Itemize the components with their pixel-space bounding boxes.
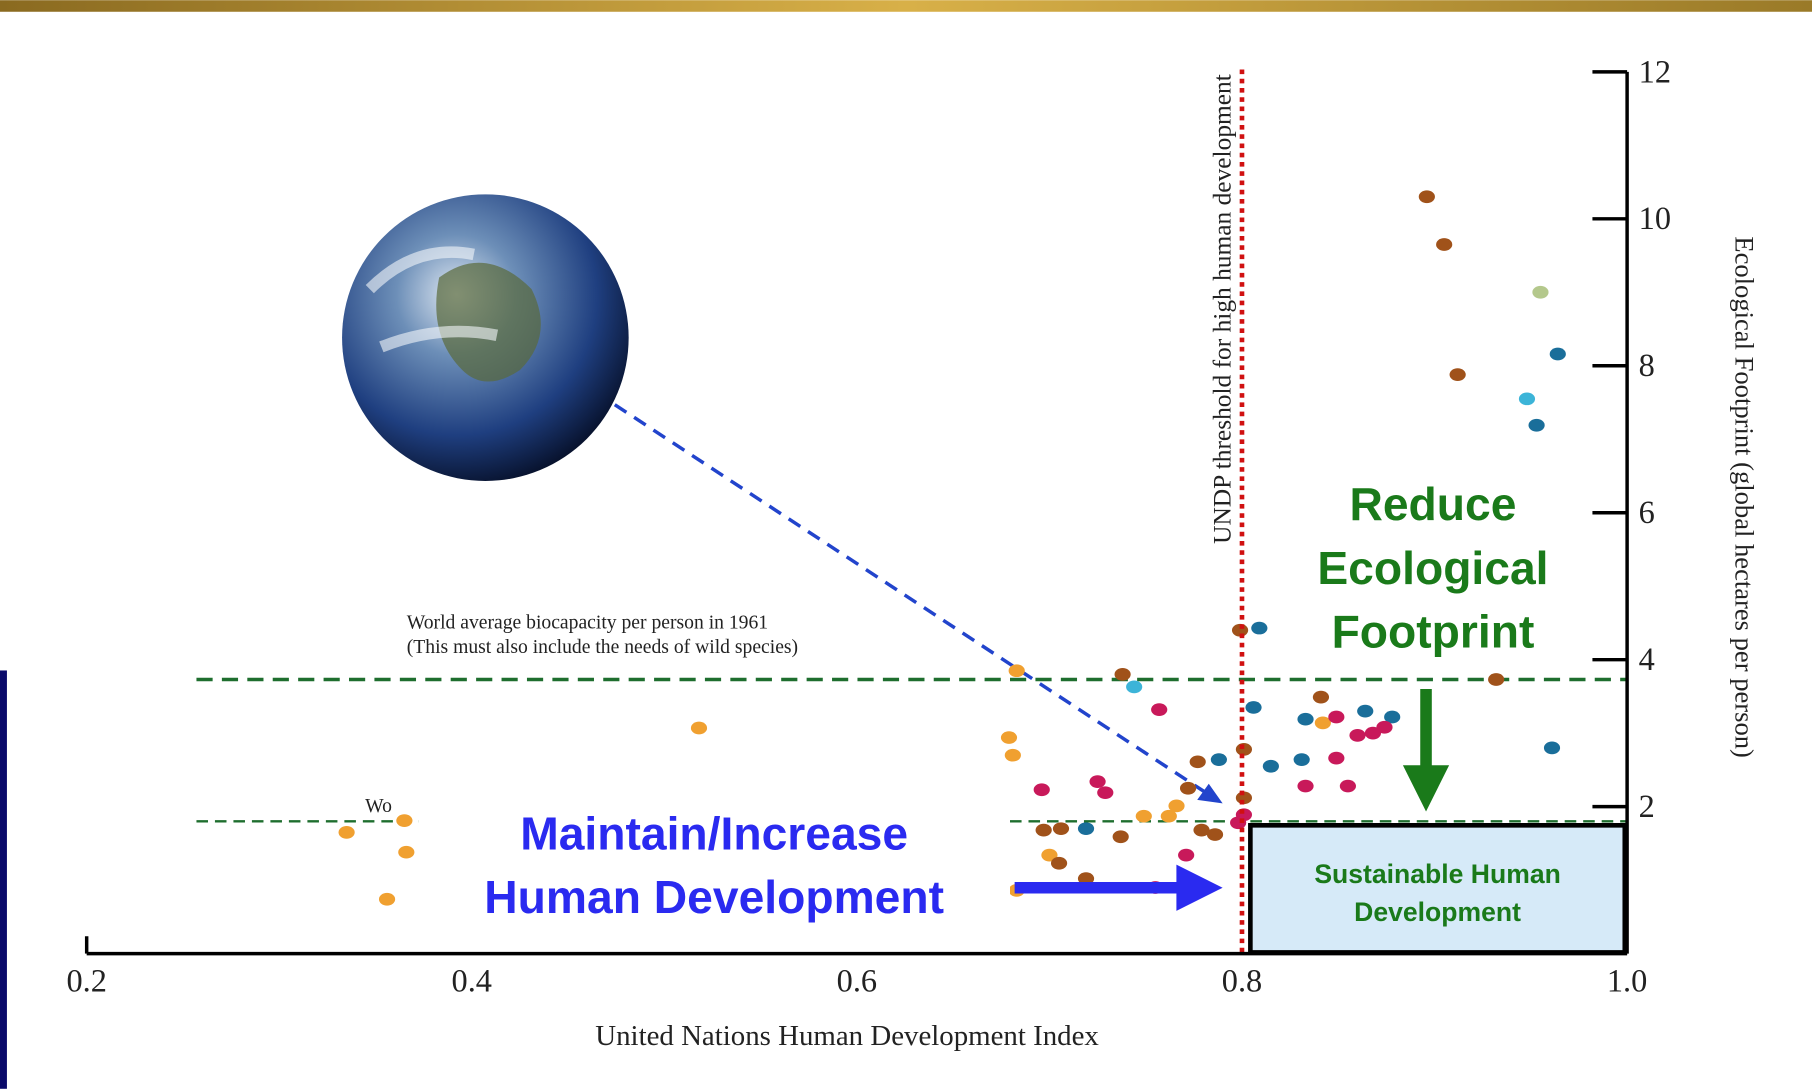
data-point — [690, 721, 708, 735]
data-point — [1033, 783, 1050, 797]
data-point — [1004, 748, 1021, 762]
reduce-arrowhead — [1402, 765, 1450, 812]
y-tick-label: 8 — [1639, 347, 1655, 383]
reduce-label: Reduce — [1349, 478, 1516, 530]
earth-arrowhead — [1197, 783, 1223, 804]
data-point — [1077, 872, 1095, 885]
x-tick-label: 0.8 — [1222, 963, 1262, 999]
data-point — [1160, 809, 1177, 823]
x-tick-label: 1.0 — [1607, 963, 1647, 999]
maintain-label: Human Development — [484, 871, 944, 923]
data-point — [1168, 799, 1185, 813]
reference-label: (This must also include the needs of wil… — [407, 636, 798, 658]
top-border — [0, 0, 1812, 12]
x-axis-title: United Nations Human Development Index — [595, 1020, 1099, 1052]
data-point — [398, 845, 415, 859]
data-point — [1418, 190, 1435, 204]
data-point — [1376, 720, 1393, 734]
left-border — [0, 670, 7, 1089]
data-point — [1097, 786, 1114, 800]
data-point — [1364, 726, 1382, 740]
data-point — [1436, 238, 1453, 251]
reference-label: Wo — [365, 795, 392, 817]
data-point — [378, 892, 396, 906]
data-point — [1179, 781, 1197, 795]
data-point — [1135, 809, 1152, 823]
y-tick-label: 10 — [1639, 200, 1671, 236]
data-point — [1126, 680, 1143, 694]
target-label: Development — [1354, 897, 1521, 927]
data-point — [1384, 710, 1401, 724]
reduce-label: Footprint — [1332, 605, 1535, 657]
earth-image — [342, 194, 629, 481]
target-label: Sustainable Human — [1314, 859, 1561, 889]
data-point — [1114, 668, 1131, 681]
data-point — [1193, 823, 1210, 837]
data-point — [1349, 729, 1366, 742]
data-point — [1532, 285, 1549, 299]
y-tick-label: 12 — [1639, 53, 1671, 89]
target-box — [1248, 823, 1628, 955]
data-point — [1041, 848, 1058, 862]
data-point — [1357, 704, 1374, 718]
data-point — [1449, 368, 1466, 381]
data-point — [1077, 822, 1095, 836]
data-point — [338, 825, 355, 839]
data-point — [1297, 779, 1314, 793]
data-point — [1528, 418, 1545, 432]
y-tick-label: 6 — [1639, 494, 1655, 530]
reduce-label: Ecological — [1317, 542, 1548, 594]
data-point — [396, 814, 413, 827]
data-point — [1189, 755, 1206, 769]
data-point — [1089, 775, 1106, 789]
reference-label: World average biocapacity per person in … — [407, 612, 768, 634]
data-point — [1052, 822, 1070, 836]
maintain-arrowhead — [1176, 864, 1223, 911]
y-tick-label: 2 — [1639, 788, 1655, 824]
data-point — [1328, 710, 1345, 724]
data-point — [1543, 741, 1561, 755]
data-point — [1488, 673, 1505, 686]
data-point — [1178, 848, 1195, 862]
data-point — [1518, 392, 1536, 406]
data-point — [1151, 703, 1168, 716]
label-background — [418, 776, 1011, 948]
x-tick-label: 0.4 — [452, 963, 492, 999]
data-point — [1312, 690, 1330, 704]
data-point — [1314, 716, 1331, 730]
data-point — [1245, 701, 1262, 714]
data-point — [1050, 856, 1068, 870]
threshold-label: UNDP threshold for high human developmen… — [1208, 74, 1236, 544]
y-tick-label: 4 — [1639, 641, 1655, 677]
x-tick-label: 0.6 — [837, 963, 877, 999]
earth-arrow — [613, 403, 1215, 800]
data-point — [1035, 823, 1052, 837]
data-point — [1339, 779, 1356, 793]
data-point — [1112, 830, 1129, 844]
data-point — [1000, 731, 1018, 744]
data-point — [1008, 664, 1025, 678]
maintain-label: Maintain/Increase — [520, 808, 908, 860]
data-point — [1210, 753, 1227, 766]
data-point — [1293, 753, 1310, 766]
y-axis-title: Ecological Footprint (global hectares pe… — [1730, 236, 1760, 757]
x-tick-label: 0.2 — [66, 963, 106, 999]
data-point — [1206, 828, 1224, 841]
data-point — [1262, 759, 1279, 773]
data-point — [1297, 712, 1314, 726]
data-point — [1251, 621, 1268, 635]
data-point — [1328, 751, 1345, 765]
data-point — [1549, 347, 1566, 361]
